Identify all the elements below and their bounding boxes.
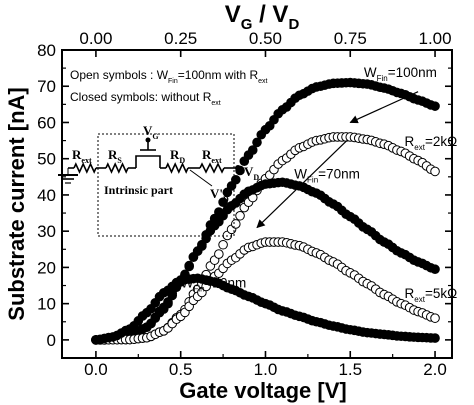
- y-tick-label: 40: [37, 186, 56, 205]
- data-point: [430, 313, 440, 323]
- x-tick-label: 1.0: [254, 360, 278, 379]
- x-tick-label: 1.5: [338, 360, 362, 379]
- annotation-layer: Open symbols : WFin=100nm with Rext Close…: [70, 65, 457, 304]
- inset-caption: Intrinsic part: [104, 183, 173, 197]
- data-point: [218, 197, 228, 207]
- data-point: [201, 233, 211, 244]
- y-axis-title: Substrate current [nA]: [4, 87, 29, 320]
- resistor-rext-source: [73, 162, 97, 174]
- y-tick-label: 70: [37, 77, 56, 96]
- data-point: [430, 166, 440, 177]
- x-tick-label: 2.0: [423, 360, 447, 379]
- axes: 0.0 0.5 1.0 1.5 2.0 0 10 20 30 40 50 60 70 80 0.00 0.25…: [4, 1, 453, 403]
- top-axis-title: VG / VD: [225, 1, 300, 33]
- legend-line-1: Open symbols : WFin=100nm with Rext: [70, 68, 268, 85]
- y-tick-label: 10: [37, 295, 56, 314]
- resistor-rext-drain: [199, 162, 225, 174]
- y-tick-label: 20: [37, 258, 56, 277]
- inset-label-rs: RS: [108, 147, 122, 165]
- top-tick-label: 0.50: [249, 29, 282, 48]
- resistor-rs: [105, 162, 129, 174]
- top-tick-label: 1.00: [418, 29, 451, 48]
- intrinsic-box: [97, 133, 235, 237]
- top-tick-label: 0.75: [334, 29, 367, 48]
- y-tick-label: 0: [47, 331, 56, 350]
- data-point: [430, 101, 440, 111]
- vd-prime-pointer: [189, 169, 213, 187]
- y-tick-label: 50: [37, 150, 56, 169]
- data-point: [252, 137, 262, 148]
- plot-frame: [61, 49, 453, 359]
- data-point: [231, 174, 241, 185]
- legend-line-2: Closed symbols: without Rext: [70, 90, 221, 107]
- top-tick-label: 0.00: [79, 29, 112, 48]
- resistor-rd: [165, 162, 189, 174]
- drain-node: [235, 165, 241, 171]
- data-point: [218, 239, 228, 250]
- curve-label-2: Rext=2kΩ: [405, 134, 458, 152]
- data-point: [214, 249, 224, 259]
- data-point: [197, 241, 207, 251]
- inset-label-vg: VG: [143, 123, 159, 141]
- data-point: [184, 260, 194, 271]
- series-layer: [91, 77, 440, 345]
- x-tick-label: 0.5: [169, 360, 193, 379]
- inset-label-rext-1: Rext: [72, 147, 92, 165]
- transistor-channel: [135, 155, 161, 168]
- series-5-closed: [91, 273, 440, 345]
- x-tick-label: 0.0: [84, 360, 108, 379]
- inset-label-vd: VD: [244, 164, 259, 182]
- inset-label-rext-2: Rext: [202, 147, 222, 165]
- data-point: [247, 145, 258, 155]
- curve-label-4: WFin=20nm: [181, 275, 247, 293]
- x-axis-title: Gate voltage [V]: [179, 378, 346, 403]
- trend-arrow-1: [349, 91, 419, 124]
- trend-arrow-2: [256, 140, 348, 229]
- inset-label-vd-prime: V'D: [210, 186, 229, 204]
- circuit-inset: Rext RS VG RD Rext VD V'D Intrinsic part: [58, 123, 259, 237]
- inset-label-rd: RD: [170, 147, 185, 165]
- y-tick-label: 30: [37, 222, 56, 241]
- data-point: [163, 297, 173, 307]
- curve-label-5: Rext=5kΩ: [405, 286, 458, 304]
- top-tick-label: 0.25: [164, 29, 197, 48]
- gate-node: [145, 137, 151, 143]
- curve-label-1: WFin=100nm: [364, 65, 437, 83]
- curve-label-3: WFin=70nm: [294, 167, 360, 185]
- data-point: [231, 219, 241, 229]
- y-tick-label: 80: [37, 41, 56, 60]
- y-tick-label: 60: [37, 113, 56, 132]
- data-point: [430, 264, 440, 275]
- data-point: [235, 210, 245, 221]
- data-point: [430, 333, 440, 343]
